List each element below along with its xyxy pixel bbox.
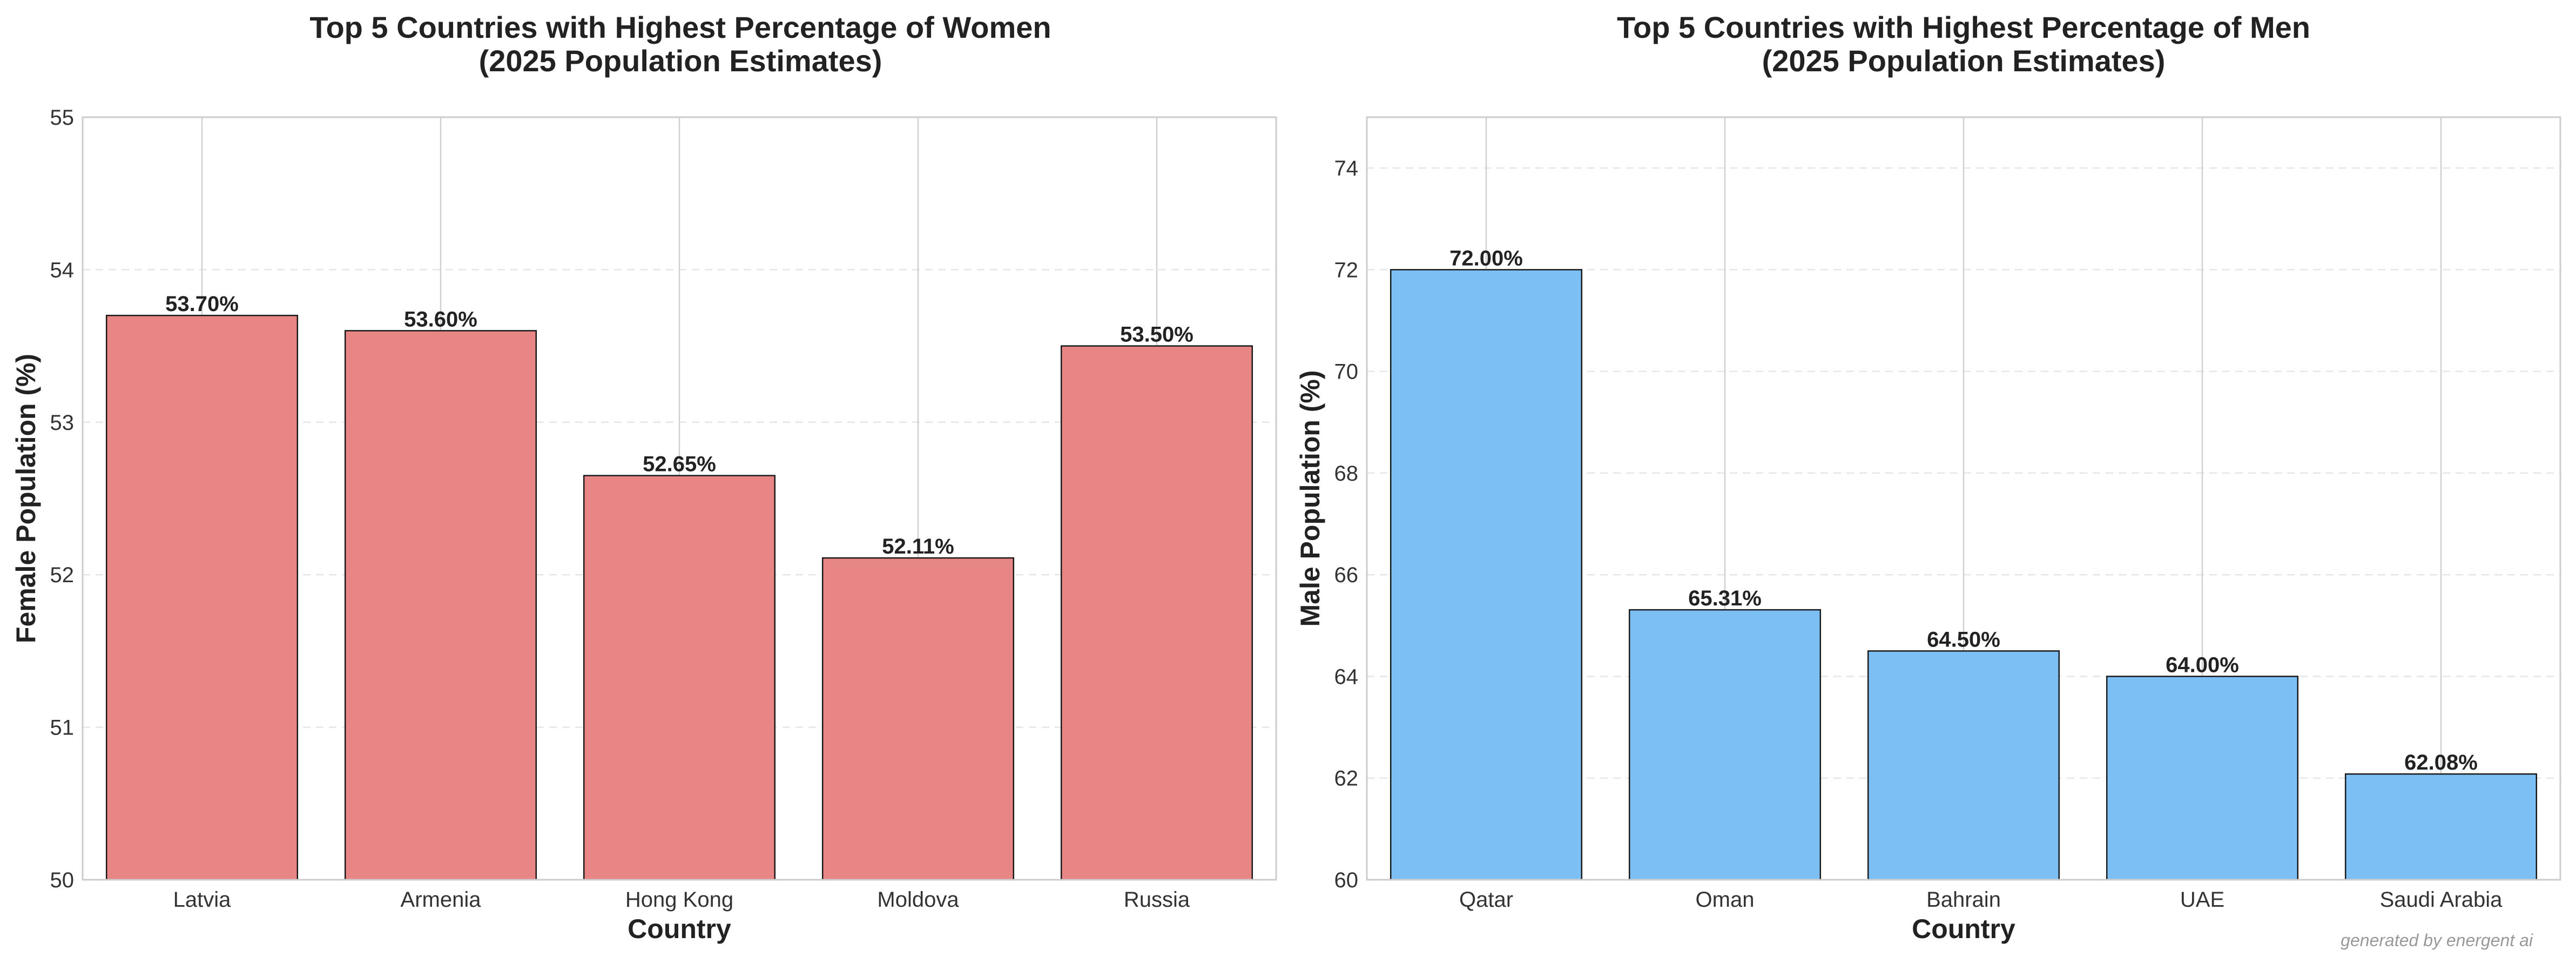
data-label: 52.11% [882, 535, 954, 558]
bar [821, 557, 1015, 881]
y-tick-label: 60 [1334, 868, 1359, 892]
x-tick-label: Qatar [1459, 888, 1513, 912]
y-tick-label: 54 [50, 258, 75, 282]
male-chart: Top 5 Countries with Highest Percentage … [1295, 10, 2561, 944]
chart-title-line1: Top 5 Countries with Highest Percentage … [309, 10, 1051, 44]
labels-layer: 72.00% 65.31% 64.50% 64.00% 62.08% [1449, 246, 2478, 774]
y-tick-label: 68 [1334, 462, 1359, 486]
x-tick-label: Saudi Arabia [2380, 888, 2503, 912]
chart-title-line2: (2025 Population Estimates) [1762, 44, 2166, 78]
bar [1060, 345, 1253, 881]
y-axis-label: Male Population (%) [1295, 370, 1325, 627]
data-label: 64.00% [2166, 653, 2239, 677]
x-tick-label: Russia [1124, 888, 1190, 912]
data-label: 52.65% [643, 453, 716, 476]
plot-frame [82, 116, 1277, 881]
y-tick-label: 62 [1334, 767, 1359, 791]
x-tick-label: Oman [1696, 888, 1755, 912]
ticks-layer: 60 62 64 66 68 70 72 74 Qatar Oman Bahrain UAE Saudi… [1334, 157, 2503, 912]
labels-layer: 53.70% 53.60% 52.65% 52.11% 53.50% [165, 292, 1193, 558]
data-label: 65.31% [1688, 587, 1762, 610]
bars-layer [105, 314, 1253, 881]
data-label: 64.50% [1927, 628, 2000, 651]
x-axis-label: Country [628, 914, 731, 944]
x-tick-label: Hong Kong [625, 888, 733, 912]
bar [2106, 676, 2299, 881]
x-tick-label: Armenia [401, 888, 482, 912]
x-tick-label: UAE [2180, 888, 2224, 912]
bars-layer [1390, 269, 2538, 881]
x-tick-label: Moldova [877, 888, 959, 912]
bar [2344, 773, 2538, 881]
bar [1867, 650, 2060, 881]
data-label: 53.70% [165, 292, 239, 316]
y-tick-label: 55 [50, 106, 75, 130]
x-tick-label: Latvia [173, 888, 231, 912]
y-tick-label: 50 [50, 868, 75, 892]
bar [583, 475, 776, 881]
watermark: generated by energent ai [2341, 931, 2533, 950]
y-tick-label: 53 [50, 411, 75, 435]
y-tick-label: 52 [50, 563, 75, 587]
data-label: 53.50% [1120, 323, 1193, 347]
y-axis-label: Female Population (%) [11, 354, 41, 643]
y-tick-label: 51 [50, 716, 75, 740]
data-label: 62.08% [2404, 751, 2478, 774]
x-tick-label: Bahrain [1926, 888, 2001, 912]
bar [1390, 269, 1583, 881]
bar [344, 330, 537, 881]
bar [105, 314, 299, 881]
y-tick-label: 66 [1334, 563, 1359, 587]
y-tick-label: 72 [1334, 258, 1359, 282]
ticks-layer: 50 51 52 53 54 55 Latvia Armenia Hong Kong Moldov… [50, 106, 1190, 912]
plot-frame [1366, 116, 2561, 881]
y-tick-label: 74 [1334, 157, 1359, 180]
data-label: 53.60% [404, 307, 477, 331]
female-chart: Top 5 Countries with Highest Percentage … [11, 10, 1277, 944]
x-axis-label: Country [1912, 914, 2015, 944]
y-tick-label: 64 [1334, 665, 1359, 689]
bar [1628, 609, 1822, 881]
chart-title-line2: (2025 Population Estimates) [479, 44, 882, 78]
chart-title-line1: Top 5 Countries with Highest Percentage … [1617, 10, 2310, 44]
y-tick-label: 70 [1334, 360, 1359, 384]
data-label: 72.00% [1449, 246, 1523, 270]
